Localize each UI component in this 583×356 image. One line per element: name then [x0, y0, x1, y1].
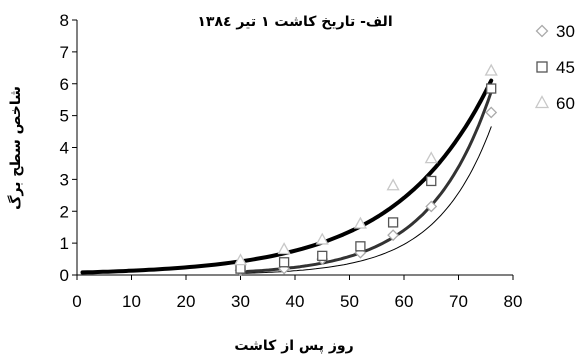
y-tick-label: 4 [60, 139, 69, 158]
data-points [233, 63, 498, 277]
data-point-60 [484, 63, 498, 76]
axes [76, 20, 513, 276]
legend-marker-60 [534, 95, 550, 109]
x-axis-title: روز پس از کاشت [234, 338, 353, 354]
data-point-45 [355, 241, 366, 252]
y-tick-label: 0 [60, 266, 69, 285]
y-tick-label: 8 [60, 11, 69, 30]
x-tick-label: 30 [231, 292, 250, 311]
legend-label-60: 60 [556, 94, 575, 113]
x-tick-label: 80 [504, 292, 523, 311]
data-point-60 [233, 253, 248, 266]
legend: 30 45 60 [534, 22, 575, 113]
data-point-45 [317, 250, 328, 262]
legend-label-30: 30 [556, 22, 575, 41]
legend-marker-45 [536, 61, 548, 73]
data-point-60 [315, 232, 329, 245]
y-tick-label: 6 [60, 75, 69, 94]
chart-title: الف- تاریخ کاشت ۱ تیر ۱۳۸٤ [197, 14, 392, 30]
x-tick-label: 40 [286, 292, 305, 311]
y-tick-label: 5 [60, 107, 69, 126]
data-point-60 [424, 151, 438, 164]
x-tick-label: 20 [177, 292, 196, 311]
data-point-30 [425, 200, 438, 213]
data-point-30 [387, 229, 400, 242]
y-tick-label: 2 [60, 202, 69, 221]
x-tick-label: 0 [72, 292, 81, 311]
x-tick-label: 50 [340, 292, 359, 311]
data-point-60 [277, 242, 291, 255]
data-point-60 [353, 216, 367, 229]
fit-line-45 [239, 90, 493, 274]
x-tick-label: 70 [449, 292, 468, 311]
legend-label-45: 45 [556, 58, 575, 77]
legend-marker-30 [535, 24, 549, 38]
y-tick-label: 7 [60, 43, 69, 62]
y-axis-title: شاخص سطح برگ [7, 86, 24, 210]
y-tick-label: 3 [60, 170, 69, 189]
data-point-60 [386, 178, 400, 191]
data-point-45 [426, 175, 437, 187]
y-tick-label: 1 [60, 234, 69, 253]
data-point-45 [278, 257, 290, 268]
data-point-30 [485, 106, 498, 119]
data-point-45 [387, 217, 399, 228]
data-point-45 [235, 263, 246, 274]
x-tick-label: 10 [122, 292, 141, 311]
x-tick-label: 60 [395, 292, 414, 311]
data-point-45 [486, 83, 497, 94]
